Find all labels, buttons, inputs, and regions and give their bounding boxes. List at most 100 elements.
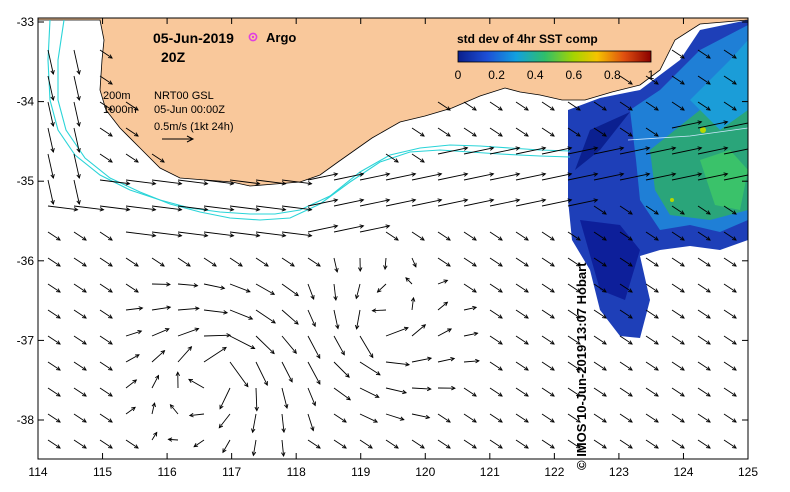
velocity-arrow (151, 305, 172, 311)
velocity-arrow (203, 257, 217, 267)
velocity-arrow (177, 257, 191, 267)
velocity-arrow (99, 101, 113, 111)
velocity-arrow (437, 146, 469, 155)
velocity-arrow (73, 439, 87, 449)
velocity-arrow (99, 127, 113, 137)
velocity-arrow (73, 153, 81, 179)
velocity-arrow (177, 283, 199, 288)
velocity-arrow (177, 346, 193, 363)
velocity-arrow (385, 198, 417, 207)
velocity-arrow (645, 413, 659, 423)
velocity-arrow (177, 306, 200, 311)
velocity-arrow (593, 101, 607, 111)
velocity-arrow (47, 439, 61, 449)
velocity-arrow (541, 127, 555, 137)
y-tick-label: -34 (17, 95, 35, 109)
velocity-arrow (489, 309, 503, 319)
velocity-arrow (463, 305, 478, 311)
velocity-arrow (541, 198, 573, 207)
velocity-arrow (567, 198, 599, 207)
velocity-arrow (73, 257, 87, 267)
velocity-arrow (437, 357, 456, 363)
x-tick-label: 117 (222, 465, 241, 479)
velocity-arrow (281, 231, 313, 238)
velocity-arrow (463, 231, 477, 241)
velocity-arrow (125, 127, 139, 137)
colorbar-tick-label: 0.8 (604, 68, 621, 82)
velocity-arrow (489, 335, 503, 345)
map-frame (37, 17, 749, 460)
velocity-arrow (489, 146, 521, 155)
velocity-arrow (47, 283, 61, 293)
velocity-arrow (619, 231, 633, 241)
x-axis: 114 115 116 117 118 119 120 121 122 123 124 125 (28, 18, 758, 479)
velocity-arrow (567, 172, 599, 181)
velocity-arrow (99, 75, 113, 85)
velocity-arrow (671, 231, 685, 241)
velocity-arrow (515, 257, 529, 267)
y-tick-label: -38 (17, 413, 35, 427)
velocity-arrow (307, 224, 339, 233)
velocity-arrow (359, 335, 374, 359)
colorbar-tick-label: 0.6 (565, 68, 582, 82)
velocity-arrow (251, 439, 257, 457)
colorbar-title: std dev of 4hr SST comp (457, 32, 598, 46)
velocity-arrow (671, 413, 685, 423)
velocity-arrow (593, 361, 607, 371)
velocity-arrow (437, 257, 451, 267)
colorbar-tick-label: 0.2 (488, 68, 505, 82)
velocity-arrow (697, 361, 711, 371)
velocity-arrow (619, 335, 633, 345)
velocity-arrow (515, 413, 529, 423)
velocity-arrow (671, 101, 685, 111)
velocity-arrow (645, 205, 659, 215)
velocity-arrow (307, 361, 321, 385)
velocity-arrow (723, 49, 737, 59)
velocity-arrow (99, 335, 113, 345)
velocity-arrow (619, 439, 633, 449)
velocity-arrow (489, 101, 503, 111)
velocity-arrow (697, 439, 711, 449)
velocity-arrow (645, 101, 659, 111)
velocity-arrow (151, 328, 170, 337)
velocity-arrow (463, 101, 477, 111)
velocity-arrow (218, 413, 231, 429)
velocity-arrow (167, 437, 179, 442)
velocity-arrow (619, 309, 633, 319)
velocity-arrow (671, 49, 685, 59)
velocity-arrow (333, 224, 365, 233)
velocity-arrow (229, 205, 261, 212)
velocity-arrow (593, 146, 625, 155)
velocity-arrow (203, 333, 232, 338)
velocity-arrow (73, 283, 87, 293)
y-axis: -33 -34 -35 -36 -37 -38 (17, 15, 748, 427)
velocity-arrow (203, 283, 226, 290)
velocity-arrow (541, 231, 555, 241)
colorbar-tick-label: 1 (648, 68, 655, 82)
map-time: 20Z (161, 49, 186, 65)
velocity-arrow (47, 413, 61, 423)
velocity-arrow (385, 361, 411, 367)
velocity-arrow (567, 257, 581, 267)
velocity-arrow (255, 309, 276, 324)
velocity-arrow (515, 231, 529, 241)
velocity-arrow (203, 346, 227, 363)
velocity-arrow (307, 335, 321, 360)
velocity-arrow (463, 127, 477, 137)
velocity-arrow (307, 283, 315, 300)
velocity-arrow (437, 198, 469, 207)
velocity-arrow (151, 402, 156, 415)
velocity-arrow (151, 153, 165, 163)
velocity-arrow (47, 257, 61, 267)
velocity-arrow (489, 283, 503, 293)
velocity-arrow (515, 101, 529, 111)
velocity-arrow (151, 231, 183, 238)
velocity-arrow (47, 205, 79, 212)
velocity-arrow (255, 179, 287, 186)
velocity-arrow (47, 335, 61, 345)
velocity-arrow (541, 283, 555, 293)
velocity-arrow (489, 127, 503, 137)
velocity-arrow (281, 335, 297, 354)
velocity-arrow (411, 439, 425, 449)
velocity-arrow (333, 257, 339, 273)
